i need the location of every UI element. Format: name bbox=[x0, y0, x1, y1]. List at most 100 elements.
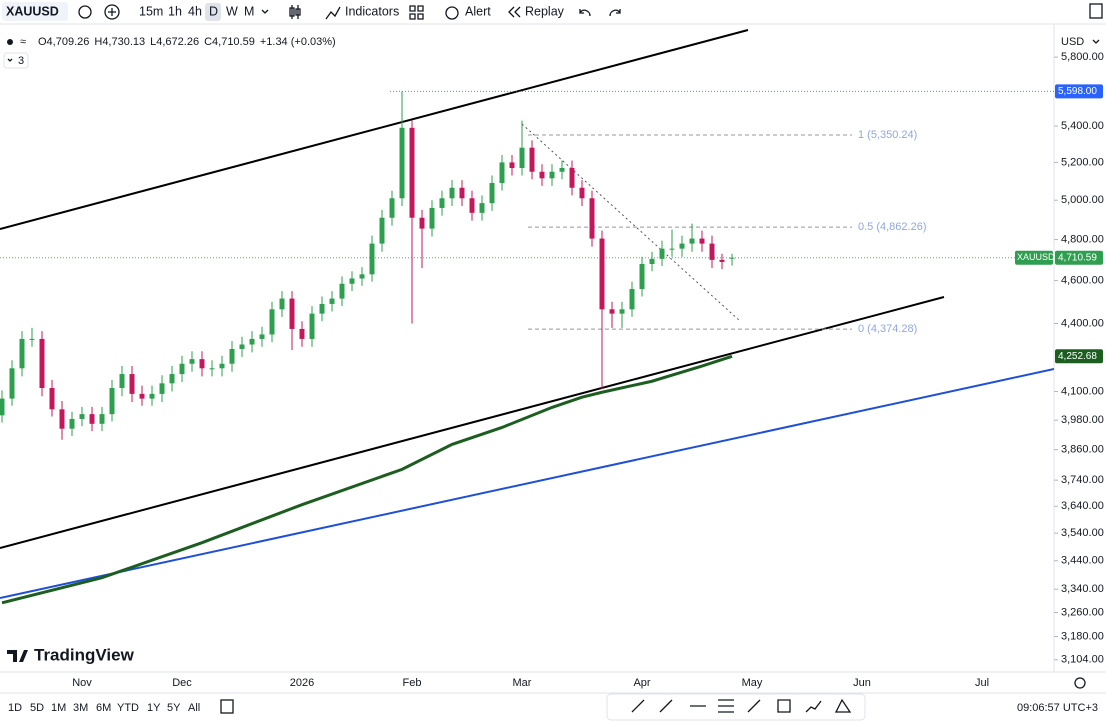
price-label-box bbox=[1055, 84, 1103, 99]
redo-icon[interactable] bbox=[609, 9, 621, 17]
candle-body bbox=[699, 238, 705, 244]
candle-body bbox=[469, 198, 475, 213]
indicators-icon bbox=[325, 6, 341, 20]
price-label: 4,252.68 bbox=[1058, 351, 1097, 362]
y-tick-label: 4,600.00 bbox=[1061, 275, 1104, 287]
x-tick-label: Mar bbox=[513, 677, 532, 689]
trendline[interactable] bbox=[0, 29, 749, 230]
candle-body bbox=[249, 338, 255, 345]
interval[interactable]: D bbox=[209, 4, 218, 18]
drawing-toolbar bbox=[606, 693, 866, 721]
candle-body bbox=[459, 187, 465, 199]
fullscreen-icon[interactable] bbox=[1089, 3, 1103, 19]
range-button[interactable]: 1D bbox=[8, 702, 22, 714]
candle-body bbox=[0, 398, 5, 416]
candle-body bbox=[499, 162, 505, 184]
studies-toggle[interactable] bbox=[3, 52, 29, 69]
candle-body bbox=[69, 418, 75, 429]
chevron[interactable] bbox=[261, 9, 269, 14]
candle-body bbox=[29, 338, 35, 340]
interval[interactable]: 4h bbox=[188, 4, 202, 18]
candle-body bbox=[539, 171, 545, 179]
add-icon[interactable] bbox=[104, 4, 120, 20]
y-tick-label: 3,980.00 bbox=[1061, 414, 1104, 426]
icon[interactable] bbox=[78, 5, 92, 19]
range-button[interactable]: All bbox=[188, 702, 200, 714]
currency[interactable]: USD bbox=[1061, 36, 1084, 48]
chevron bbox=[7, 58, 13, 62]
candle-body bbox=[59, 409, 65, 429]
interval-active bbox=[205, 3, 221, 21]
trendline[interactable] bbox=[521, 123, 741, 322]
y-tick-label: 5,800.00 bbox=[1061, 51, 1104, 63]
y-tick-label: 5,000.00 bbox=[1061, 194, 1104, 206]
candle-body bbox=[599, 238, 605, 310]
candle-body bbox=[219, 363, 225, 369]
y-tick-label: 3,540.00 bbox=[1061, 527, 1104, 539]
trendline[interactable] bbox=[0, 296, 945, 549]
y-tick-label: 3,260.00 bbox=[1061, 606, 1104, 618]
range-button[interactable]: 1M bbox=[51, 702, 66, 714]
y-tick-label: 3,860.00 bbox=[1061, 444, 1104, 456]
drawing-tools[interactable] bbox=[631, 698, 852, 713]
interval[interactable]: 1h bbox=[168, 4, 182, 18]
candle-body bbox=[139, 393, 145, 399]
range-button[interactable]: 5Y bbox=[167, 702, 181, 714]
symbol-label: XAUUSD bbox=[1017, 252, 1055, 262]
replay-icon bbox=[508, 6, 521, 18]
candle-body bbox=[429, 207, 435, 229]
candle-body bbox=[449, 187, 455, 199]
candle-body bbox=[639, 263, 645, 290]
interval[interactable]: 15m bbox=[139, 4, 163, 18]
candle-body bbox=[279, 298, 285, 310]
undo-icon[interactable] bbox=[579, 9, 591, 17]
price-label: 4,710.59 bbox=[1058, 252, 1097, 263]
x-tick-label: Jul bbox=[975, 677, 989, 689]
candle-body bbox=[609, 309, 615, 314]
alert-button[interactable]: Alert bbox=[465, 4, 491, 18]
price-label-box bbox=[1055, 250, 1103, 265]
interval[interactable]: W bbox=[226, 4, 238, 18]
trendline[interactable] bbox=[0, 368, 1054, 599]
symbol-box[interactable] bbox=[2, 2, 68, 21]
settings-icon[interactable] bbox=[1074, 677, 1086, 689]
fib-label: 0.5 (4,862.26) bbox=[858, 221, 927, 233]
interval[interactable]: M bbox=[244, 4, 254, 18]
range-button[interactable]: YTD bbox=[117, 702, 139, 714]
candle-body bbox=[309, 313, 315, 339]
range-button[interactable]: 3M bbox=[73, 702, 88, 714]
y-tick-label: 4,800.00 bbox=[1061, 233, 1104, 245]
y-tick-label: 5,400.00 bbox=[1061, 120, 1104, 132]
candle-body bbox=[619, 309, 625, 314]
studies-count: 3 bbox=[18, 55, 24, 67]
candle-body bbox=[709, 243, 715, 260]
y-tick-label: 3,740.00 bbox=[1061, 474, 1104, 486]
ohlc-value: C4,710.59 bbox=[204, 36, 255, 48]
ohlc-value: L4,672.26 bbox=[150, 36, 199, 48]
symbol[interactable]: XAUUSD bbox=[6, 4, 59, 18]
top-toolbar bbox=[0, 0, 1106, 24]
templates-icon[interactable] bbox=[409, 5, 424, 20]
plot bbox=[0, 90, 1054, 605]
candle-body bbox=[149, 393, 155, 399]
ohlc-value: +1.34 (+0.03%) bbox=[260, 36, 336, 48]
candle-body bbox=[629, 289, 635, 310]
candle-body bbox=[589, 198, 595, 239]
candle-body bbox=[239, 344, 245, 349]
candle-body bbox=[549, 171, 555, 179]
y-tick-label: 3,640.00 bbox=[1061, 500, 1104, 512]
indicators-button[interactable]: Indicators bbox=[345, 4, 399, 18]
candle-body bbox=[209, 368, 215, 370]
range-button[interactable]: 1Y bbox=[147, 702, 161, 714]
candle-body bbox=[729, 257, 735, 259]
candle-body bbox=[159, 383, 165, 394]
range-button[interactable]: 5D bbox=[30, 702, 44, 714]
alert-icon bbox=[445, 6, 459, 20]
candle-body bbox=[369, 243, 375, 275]
replay-button[interactable]: Replay bbox=[525, 4, 565, 18]
date-range-icon[interactable] bbox=[220, 699, 234, 714]
range-button[interactable]: 6M bbox=[96, 702, 111, 714]
ohlc-value: O4,709.26 bbox=[38, 36, 89, 48]
ohlc-legend: O4,709.26 H4,730.13 L4,672.26 C4,710.59 +1.3… bbox=[38, 36, 336, 48]
chart-type-icon[interactable] bbox=[289, 5, 301, 19]
